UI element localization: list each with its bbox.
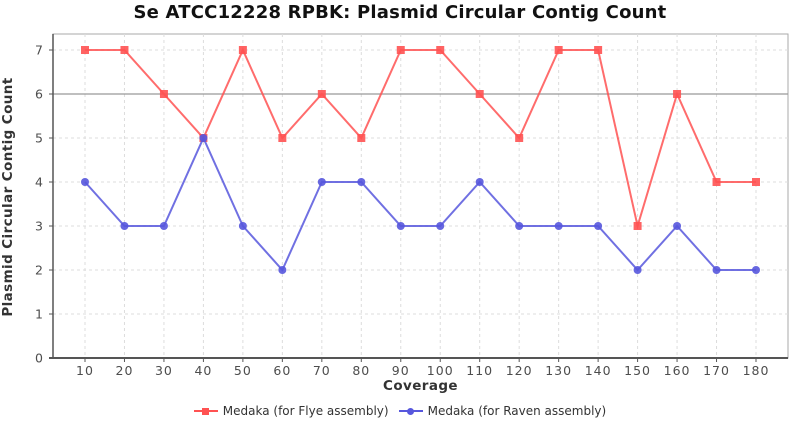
data-point-square [317, 90, 326, 98]
x-tick-label: 70 [313, 363, 331, 378]
data-point-square [396, 46, 405, 54]
data-point-circle [317, 178, 326, 186]
y-tick-label: 2 [35, 263, 44, 278]
data-point-square [594, 46, 603, 54]
raven-series-circle-marker-icon [398, 405, 423, 417]
x-tick-label: 110 [466, 363, 493, 378]
data-point-circle [396, 222, 405, 230]
x-tick-label: 50 [234, 363, 252, 378]
legend-entry-flye: Medaka (for Flye assembly) [193, 404, 389, 418]
chart-title: Se ATCC12228 RPBK: Plasmid Circular Cont… [133, 2, 667, 23]
x-tick-label: 40 [194, 363, 212, 378]
x-axis-title: Coverage [383, 378, 458, 394]
data-point-circle [199, 134, 208, 142]
data-point-circle [633, 266, 642, 274]
series-line-flye [85, 47, 756, 230]
data-point-circle [159, 222, 168, 230]
data-point-circle [357, 178, 366, 186]
series-line-raven [84, 135, 756, 272]
x-tick-label: 10 [76, 363, 94, 378]
flye-series-square-marker-icon [193, 405, 218, 417]
data-point-circle [436, 222, 445, 230]
y-tick-label: 3 [35, 219, 44, 234]
x-tick-label: 20 [116, 363, 134, 378]
x-tick-label: 130 [545, 363, 572, 378]
y-axis-title: Plasmid Circular Contig Count [0, 77, 16, 317]
x-tick-label: 90 [392, 363, 410, 378]
data-point-circle [712, 266, 721, 274]
data-point-square [436, 46, 445, 54]
x-tick-label: 100 [427, 363, 454, 378]
data-point-square [357, 134, 366, 142]
data-point-circle [120, 222, 129, 230]
data-point-circle [278, 266, 287, 274]
data-point-square [278, 134, 287, 142]
data-point-square [81, 46, 89, 54]
y-tick-label: 6 [35, 87, 44, 102]
legend-label-flye: Medaka (for Flye assembly) [222, 404, 389, 418]
data-point-circle [238, 222, 247, 230]
data-point-circle [475, 178, 484, 186]
x-tick-label: 30 [155, 363, 173, 378]
x-tick-label: 170 [703, 363, 730, 378]
y-tick-label: 7 [35, 43, 44, 58]
data-point-circle [594, 222, 603, 230]
y-tick-label: 5 [35, 131, 44, 146]
raven-legend-circle [406, 407, 414, 415]
x-tick-label: 80 [352, 363, 370, 378]
y-tick-label: 1 [35, 307, 44, 322]
plot-border [52, 33, 789, 359]
flye-legend-square [201, 407, 209, 415]
x-tick-label: 180 [743, 363, 770, 378]
legend: Medaka (for Flye assembly) Medaka (for R… [0, 404, 800, 418]
data-point-circle [752, 266, 760, 274]
x-tick-label: 150 [624, 363, 651, 378]
x-tick-label: 60 [273, 363, 291, 378]
data-point-square [515, 134, 524, 142]
data-point-square [159, 90, 168, 98]
data-point-square [554, 46, 563, 54]
data-point-circle [515, 222, 524, 230]
data-point-circle [554, 222, 563, 230]
data-point-square [238, 46, 247, 54]
data-point-square [633, 222, 642, 230]
x-tick-label: 120 [506, 363, 533, 378]
data-point-square [120, 46, 129, 54]
x-tick-label: 160 [664, 363, 691, 378]
data-point-square [673, 90, 682, 98]
data-point-square [475, 90, 484, 98]
y-tick-label: 0 [35, 351, 44, 366]
data-point-square [712, 178, 721, 186]
legend-entry-raven: Medaka (for Raven assembly) [398, 404, 607, 418]
data-point-square [752, 178, 760, 186]
data-point-circle [673, 222, 682, 230]
data-point-circle [81, 178, 89, 186]
x-tick-label: 140 [585, 363, 612, 378]
y-tick-label: 4 [35, 175, 44, 190]
legend-label-raven: Medaka (for Raven assembly) [427, 404, 607, 418]
